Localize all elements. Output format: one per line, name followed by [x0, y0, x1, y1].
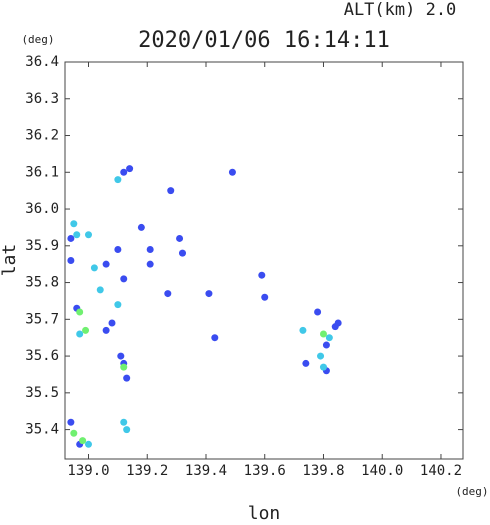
y-tick-label: 36.3	[25, 91, 59, 107]
y-tick-label: 35.7	[25, 311, 59, 327]
echo-point	[258, 271, 266, 279]
echo-point	[117, 352, 125, 360]
y-tick-label: 35.4	[25, 422, 59, 438]
echo-point	[114, 301, 122, 309]
echo-point	[126, 165, 134, 173]
echo-point	[96, 286, 104, 294]
y-label: lat	[0, 244, 20, 277]
echo-point	[146, 260, 154, 268]
echo-point	[322, 341, 330, 349]
echo-point	[164, 290, 172, 298]
echo-point	[228, 168, 236, 176]
y-tick-label: 35.6	[25, 348, 59, 364]
echo-point	[178, 249, 186, 257]
x-label: lon	[248, 503, 281, 521]
echo-point	[114, 176, 122, 184]
x-tick-label: 140.0	[361, 463, 403, 479]
echo-point	[84, 440, 92, 448]
echo-point	[82, 326, 90, 334]
echo-point	[76, 330, 84, 338]
echo-point	[317, 352, 325, 360]
echo-point	[70, 220, 78, 228]
echo-point	[84, 231, 92, 239]
echo-point	[79, 437, 87, 445]
x-tick-label: 139.8	[302, 463, 344, 479]
echo-point	[167, 187, 175, 195]
echo-point	[120, 168, 128, 176]
x-tick-label: 139.6	[244, 463, 286, 479]
echo-point	[319, 363, 327, 371]
echo-point	[176, 234, 184, 242]
echo-point	[146, 245, 154, 253]
echo-point	[102, 260, 110, 268]
y-tick-label: 36.0	[25, 201, 59, 217]
x-tick-label: 139.4	[185, 463, 227, 479]
echo-point	[67, 257, 75, 264]
echo-point	[67, 234, 75, 242]
echo-point	[137, 223, 145, 231]
echo-point	[325, 334, 333, 342]
echo-point	[90, 264, 98, 272]
chart-title: 2020/01/06 16:14:11	[138, 28, 390, 53]
echo-point	[102, 326, 110, 334]
echo-point	[314, 308, 322, 316]
echo-point	[205, 290, 213, 298]
echo-point	[67, 418, 75, 426]
echo-point	[334, 319, 342, 327]
x-tick-label: 140.2	[420, 463, 462, 479]
echo-point	[123, 374, 131, 382]
echo-point	[120, 418, 128, 426]
echo-point	[120, 275, 128, 283]
y-tick-label: 36.2	[25, 128, 59, 144]
y-tick-label: 35.8	[25, 275, 59, 291]
echo-point	[108, 319, 116, 327]
echo-point	[76, 308, 84, 316]
x-unit: (deg)	[455, 485, 488, 498]
echo-point	[73, 231, 81, 239]
y-tick-label: 36.4	[25, 54, 59, 70]
echo-point	[319, 330, 327, 338]
x-tick-label: 139.0	[67, 463, 109, 479]
y-tick-label: 36.1	[25, 164, 59, 180]
y-tick-label: 35.9	[25, 238, 59, 254]
echo-point	[299, 326, 307, 334]
echo-point	[70, 429, 78, 437]
plot-frame	[64, 61, 464, 460]
echo-point	[211, 334, 219, 342]
subtitle: ALT(km) 2.0	[344, 0, 457, 20]
y-unit: (deg)	[21, 33, 54, 46]
echo-point	[261, 293, 269, 301]
x-tick-label: 139.2	[126, 463, 168, 479]
echo-point	[302, 359, 310, 367]
echo-point	[123, 426, 131, 434]
echo-point	[114, 245, 122, 253]
echo-point	[120, 363, 128, 371]
y-tick-label: 35.5	[25, 385, 59, 401]
